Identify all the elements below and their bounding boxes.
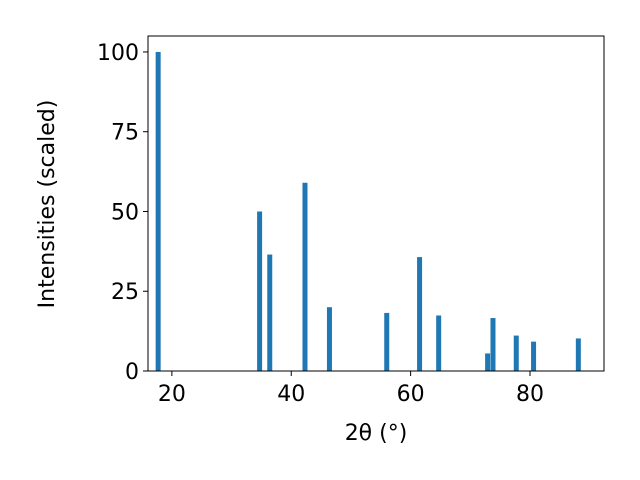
x-tick-label: 40: [277, 382, 305, 407]
bar: [436, 315, 442, 371]
bar: [417, 257, 423, 371]
y-tick-label: 25: [111, 280, 139, 305]
plot-frame: [147, 35, 605, 372]
bar: [257, 211, 263, 371]
bar: [326, 307, 332, 371]
x-tick-label: 20: [158, 382, 186, 407]
bar: [384, 312, 390, 371]
bar: [513, 335, 519, 371]
y-tick-label: 0: [125, 360, 139, 385]
x-axis-label: 2θ (°): [345, 421, 408, 446]
x-tick-label: 80: [516, 382, 544, 407]
y-axis-label: Intensities (scaled): [35, 100, 60, 309]
y-tick-label: 75: [111, 121, 139, 146]
y-tick-label: 50: [111, 200, 139, 225]
y-tick-label: 100: [97, 41, 139, 66]
x-tick-label: 60: [397, 382, 425, 407]
bar: [267, 254, 273, 371]
bar: [575, 338, 581, 371]
bar: [485, 353, 491, 371]
bar: [531, 341, 537, 371]
bar: [302, 182, 308, 371]
bar: [155, 51, 161, 371]
bar: [490, 318, 496, 371]
